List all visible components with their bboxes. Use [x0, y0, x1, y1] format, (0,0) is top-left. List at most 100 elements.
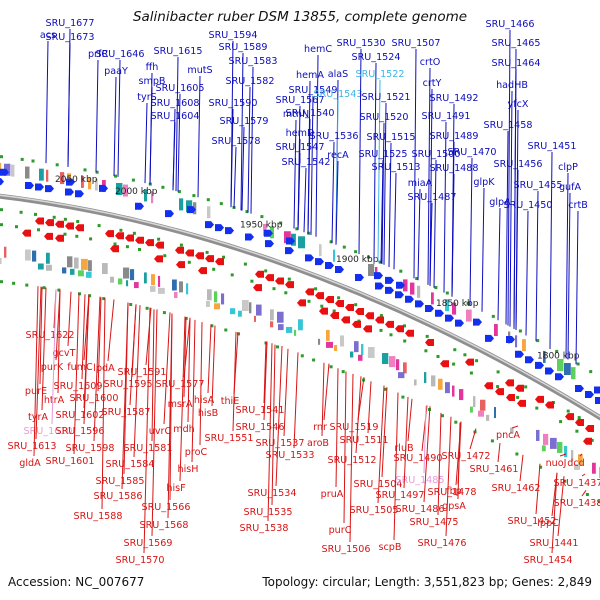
- small-marker: [341, 370, 345, 374]
- gene-label-top: prfC: [88, 49, 108, 60]
- gene-label-bottom: SRU_1533: [266, 450, 315, 461]
- feature-block: [214, 291, 218, 303]
- gene-leader-line: [393, 172, 397, 270]
- gene-label-top: SRU_1492: [430, 93, 479, 104]
- gene-label-top: SRU_1488: [430, 163, 479, 174]
- gene-leader-line: [429, 202, 433, 286]
- small-marker: [312, 358, 316, 362]
- feature-block: [25, 249, 31, 261]
- gene-leader-line: [423, 406, 431, 503]
- small-marker: [0, 155, 3, 159]
- gene-leader-line: [367, 381, 372, 434]
- reverse-gene-arrow: [335, 299, 344, 307]
- gene-leader-line: [297, 152, 301, 231]
- backbone-highlight: [0, 194, 600, 418]
- small-marker: [491, 314, 495, 318]
- feature-block: [46, 264, 52, 271]
- feature-block: [326, 341, 333, 348]
- small-marker: [469, 371, 473, 375]
- small-marker: [307, 231, 311, 235]
- gene-leader-line: [97, 297, 102, 392]
- gene-leader-line: [93, 296, 101, 442]
- reverse-gene-arrow: [385, 320, 394, 328]
- forward-gene-arrow: [435, 309, 444, 317]
- gene-leader-line: [133, 305, 141, 458]
- small-marker: [329, 365, 333, 369]
- gene-label-top: SRU_1450: [504, 200, 553, 211]
- small-marker: [219, 202, 223, 206]
- forward-gene-arrow: [285, 247, 294, 255]
- small-marker: [399, 269, 403, 273]
- gene-label-bottom: SRU_1581: [124, 443, 173, 454]
- gene-label-top: SRU_1465: [492, 38, 541, 49]
- gene-leader-line: [39, 287, 43, 385]
- gene-label-top: miaA: [408, 178, 433, 189]
- small-marker: [424, 349, 428, 353]
- gene-leader-line: [451, 173, 455, 297]
- gene-label-bottom: SRU_1595: [104, 379, 153, 390]
- gene-leader-line: [199, 322, 203, 446]
- gene-label-bottom: SRU_1570: [116, 555, 165, 566]
- feature-block: [459, 389, 464, 401]
- feature-block: [78, 270, 84, 277]
- gene-leader-line: [35, 286, 42, 440]
- gene-label-bottom: SRU_1454: [524, 555, 573, 566]
- gene-label-top: clpP: [558, 162, 578, 173]
- gene-leader-line: [515, 169, 519, 330]
- gene-leader-line: [349, 373, 354, 543]
- small-marker: [576, 362, 580, 366]
- small-marker: [453, 348, 457, 352]
- feature-block: [32, 250, 37, 262]
- feature-block: [123, 184, 128, 197]
- reverse-gene-arrow: [345, 303, 354, 311]
- feature-block: [186, 283, 189, 295]
- gene-label-top: SRU_1615: [154, 46, 203, 57]
- feature-block: [417, 285, 421, 298]
- forward-gene-arrow: [0, 168, 9, 176]
- feature-block: [60, 172, 65, 185]
- gene-leader-line: [57, 290, 61, 394]
- reverse-gene-arrow: [115, 232, 124, 240]
- gene-leader-line: [407, 398, 413, 442]
- feature-block: [333, 249, 336, 262]
- gene-label-top: mtnN: [283, 109, 309, 120]
- bottom-gene-labels: SRU_1622gcvTpurKfumClpdApurESRU_1609SRU_…: [8, 286, 600, 566]
- gene-leader-line: [549, 151, 553, 350]
- gene-leader-line: [377, 79, 381, 263]
- gene-label-top: acs: [40, 30, 56, 41]
- forward-gene-arrow: [0, 178, 4, 186]
- feature-block: [144, 189, 148, 202]
- reverse-gene-arrow: [355, 308, 364, 316]
- reverse-gene-arrow: [155, 241, 164, 249]
- small-marker: [276, 345, 279, 349]
- reverse-gene-arrow: [275, 277, 284, 285]
- small-marker: [145, 306, 149, 310]
- small-marker: [425, 334, 429, 338]
- forward-gene-arrow: [305, 254, 314, 262]
- gene-label-bottom: SRU_1602: [56, 410, 105, 421]
- gene-leader-line: [81, 294, 86, 380]
- reverse-gene-arrow: [75, 224, 84, 232]
- gene-leader-line: [513, 68, 517, 329]
- gene-label-bottom: SRU_1613: [8, 441, 57, 452]
- gene-leader-line: [469, 428, 477, 450]
- feature-block: [550, 437, 557, 449]
- small-marker: [237, 332, 240, 336]
- gene-label-bottom: purC: [329, 525, 352, 536]
- scale-tick-label: 1950 kbp: [240, 220, 283, 230]
- small-marker: [113, 242, 117, 246]
- gene-label-bottom: hisF: [166, 483, 185, 494]
- small-marker: [187, 260, 191, 264]
- small-marker: [597, 500, 600, 504]
- gene-leader-line: [177, 93, 181, 192]
- small-marker: [162, 311, 166, 315]
- small-marker: [284, 291, 288, 295]
- feature-block: [4, 163, 11, 176]
- gene-leader-line: [581, 473, 586, 477]
- feature-block: [480, 399, 486, 411]
- gene-leader-line: [275, 345, 283, 487]
- small-marker: [320, 304, 324, 308]
- feature-block: [95, 178, 98, 191]
- gene-label-bottom: SRU_1584: [106, 459, 155, 470]
- gene-leader-line: [565, 172, 569, 359]
